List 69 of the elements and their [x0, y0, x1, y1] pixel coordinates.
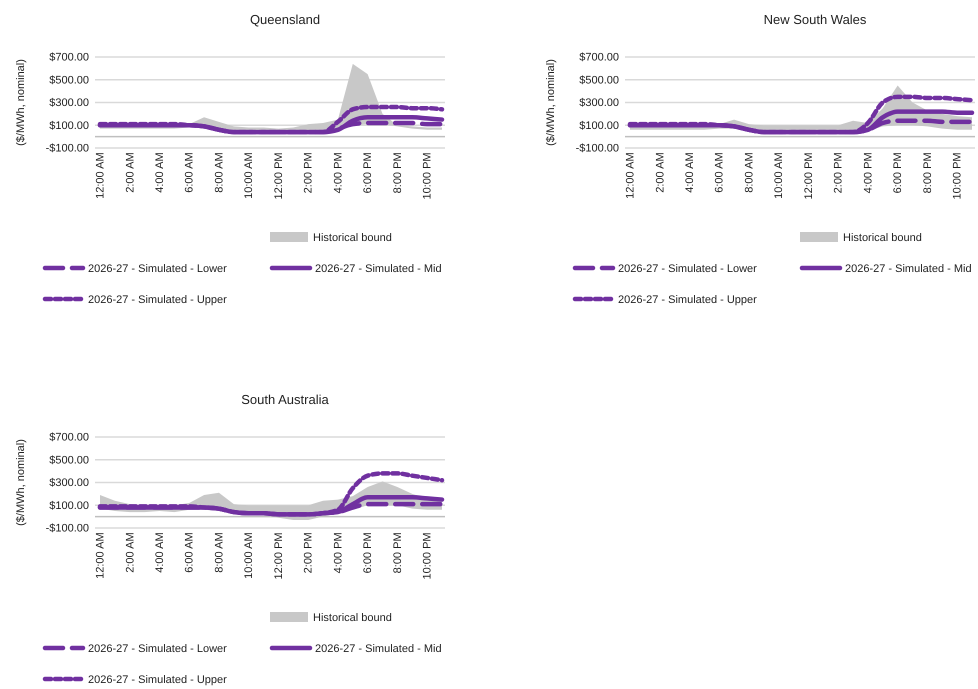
- x-tick-label: 6:00 AM: [184, 532, 196, 573]
- x-tick-label: 12:00 AM: [624, 152, 637, 199]
- y-tick-label: $500.00: [49, 454, 89, 466]
- x-tick-label: 8:00 AM: [213, 152, 226, 193]
- y-axis-title: ($/MWh, nominal): [545, 59, 557, 146]
- x-tick-label: 2:00 PM: [832, 152, 845, 194]
- y-tick-label: -$100.00: [46, 522, 89, 535]
- legend-label: 2026-27 - Simulated - Upper: [88, 674, 228, 686]
- x-tick-label: 8:00 AM: [743, 152, 756, 193]
- x-tick-label: 4:00 PM: [862, 152, 874, 194]
- y-tick-label: $500.00: [49, 74, 89, 86]
- legend-label: 2026-27 - Simulated - Upper: [88, 294, 228, 306]
- x-tick-label: 2:00 AM: [124, 532, 136, 573]
- legend-label: 2026-27 - Simulated - Lower: [88, 643, 228, 655]
- y-axis-title: ($/MWh, nominal): [15, 439, 27, 526]
- x-tick-label: 12:00 AM: [94, 532, 107, 579]
- legend-label: 2026-27 - Simulated - Upper: [618, 294, 758, 306]
- legend-label: 2026-27 - Simulated - Mid: [845, 263, 972, 275]
- y-tick-label: $300.00: [49, 97, 89, 110]
- x-tick-label: 8:00 AM: [213, 532, 226, 573]
- x-tick-label: 2:00 PM: [302, 532, 315, 574]
- x-tick-label: 12:00 PM: [802, 152, 815, 200]
- x-tick-label: 12:00 AM: [94, 152, 107, 199]
- y-tick-label: $700.00: [49, 432, 89, 444]
- x-tick-label: 10:00 AM: [243, 152, 256, 199]
- y-tick-label: -$100.00: [46, 142, 89, 155]
- x-tick-label: 2:00 PM: [302, 152, 315, 194]
- x-tick-label: 10:00 AM: [773, 152, 786, 199]
- y-axis-title: ($/MWh, nominal): [15, 59, 27, 146]
- y-tick-label: -$100.00: [576, 142, 619, 155]
- x-tick-label: 10:00 PM: [422, 532, 434, 580]
- x-tick-label: 12:00 PM: [272, 152, 285, 200]
- x-tick-label: 4:00 AM: [154, 532, 166, 573]
- y-tick-label: $100.00: [579, 120, 619, 132]
- x-tick-label: 12:00 PM: [272, 532, 285, 580]
- legend-label: 2026-27 - Simulated - Mid: [315, 643, 442, 655]
- y-tick-label: $100.00: [49, 500, 89, 512]
- y-tick-label: $300.00: [49, 477, 89, 490]
- x-tick-label: 2:00 AM: [124, 152, 136, 193]
- x-tick-label: 4:00 PM: [332, 532, 344, 574]
- x-tick-label: 4:00 AM: [684, 152, 696, 193]
- x-tick-label: 6:00 AM: [714, 152, 726, 193]
- legend-label: 2026-27 - Simulated - Mid: [315, 263, 442, 275]
- y-tick-label: $300.00: [579, 97, 619, 110]
- x-tick-label: 10:00 AM: [243, 532, 256, 579]
- x-tick-label: 10:00 PM: [422, 152, 434, 200]
- x-tick-label: 8:00 PM: [392, 532, 404, 574]
- chart-title: South Australia: [241, 392, 330, 407]
- x-tick-label: 4:00 PM: [332, 152, 344, 194]
- x-tick-label: 10:00 PM: [952, 152, 964, 200]
- y-tick-label: $700.00: [579, 52, 619, 64]
- legend-label: Historical bound: [843, 232, 922, 244]
- x-tick-label: 4:00 AM: [154, 152, 166, 193]
- chart-title: Queensland: [250, 12, 320, 27]
- y-tick-label: $100.00: [49, 120, 89, 132]
- x-tick-label: 8:00 PM: [392, 152, 404, 194]
- chart-title: New South Wales: [764, 12, 867, 27]
- x-tick-label: 6:00 PM: [362, 532, 374, 574]
- legend-label: Historical bound: [313, 612, 392, 624]
- x-tick-label: 6:00 PM: [892, 152, 904, 194]
- y-tick-label: $500.00: [579, 74, 619, 86]
- x-tick-label: 2:00 AM: [654, 152, 666, 193]
- x-tick-label: 6:00 AM: [184, 152, 196, 193]
- legend-label: 2026-27 - Simulated - Lower: [618, 263, 758, 275]
- legend-label: 2026-27 - Simulated - Lower: [88, 263, 228, 275]
- x-tick-label: 6:00 PM: [362, 152, 374, 194]
- legend-label: Historical bound: [313, 232, 392, 244]
- y-tick-label: $700.00: [49, 52, 89, 64]
- x-tick-label: 8:00 PM: [922, 152, 934, 194]
